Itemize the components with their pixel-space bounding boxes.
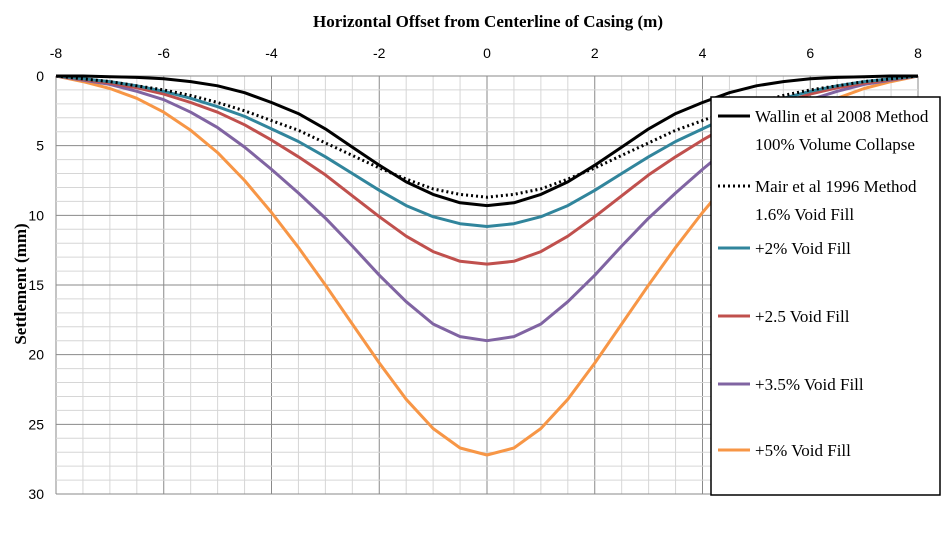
y-tick-label: 15 [28, 277, 44, 293]
x-tick-labels: -8 -6 -4 -2 0 2 4 6 8 [50, 45, 922, 61]
series-line-0 [56, 74, 918, 208]
legend-label-line2: 100% Volume Collapse [755, 135, 915, 154]
legend-label: +2.5 Void Fill [755, 307, 850, 326]
x-tick-label: 0 [483, 45, 491, 61]
x-tick-label: 8 [914, 45, 922, 61]
legend: Wallin et al 2008 Method 100% Volume Coll… [710, 96, 941, 496]
x-tick-label: -4 [265, 45, 278, 61]
y-tick-label: 0 [36, 68, 44, 84]
x-tick-label: -8 [50, 45, 63, 61]
legend-label: +3.5% Void Fill [755, 375, 864, 394]
y-tick-label: 20 [28, 347, 44, 363]
legend-label: Mair et al 1996 Method [755, 177, 917, 196]
y-tick-label: 30 [28, 486, 44, 502]
y-tick-label: 10 [28, 207, 44, 223]
x-tick-label: 2 [591, 45, 599, 61]
legend-label: +2% Void Fill [755, 239, 851, 258]
legend-label: +5% Void Fill [755, 441, 851, 460]
x-tick-label: -2 [373, 45, 386, 61]
x-tick-label: 6 [806, 45, 814, 61]
legend-label: Wallin et al 2008 Method [755, 107, 929, 126]
x-tick-label: 4 [699, 45, 707, 61]
legend-label-line2: 1.6% Void Fill [755, 205, 854, 224]
legend-box [710, 96, 941, 496]
y-axis-label: Settlement (mm) [11, 223, 30, 344]
y-tick-labels: 0 5 10 15 20 25 30 [28, 68, 44, 502]
y-tick-label: 5 [36, 138, 44, 154]
y-tick-label: 25 [28, 416, 44, 432]
chart-title: Horizontal Offset from Centerline of Cas… [313, 12, 663, 31]
x-tick-label: -6 [158, 45, 171, 61]
